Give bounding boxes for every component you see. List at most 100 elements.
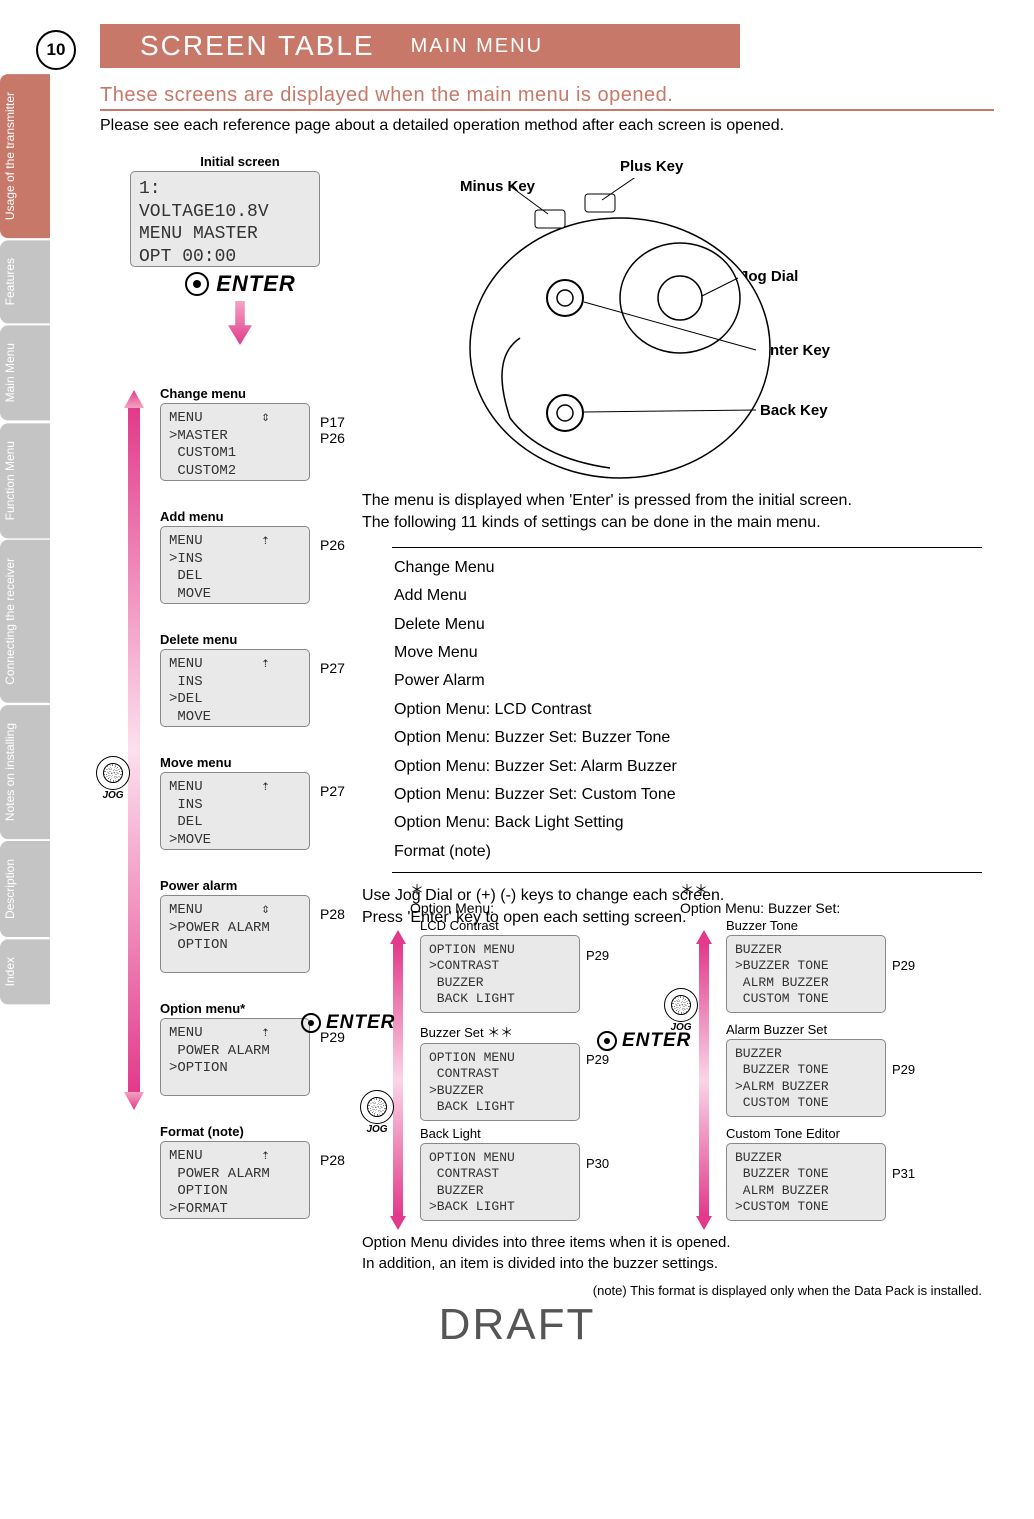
lcd-initial: 1: VOLTAGE10.8V MENU MASTER OPT 00:00 [130,171,320,267]
label: Custom Tone Editor [726,1126,886,1141]
ref: P29 [586,1052,609,1067]
ref: P17 P26 [320,414,345,446]
jog-icon-opt1: JOG [360,1090,394,1135]
section-subtitle: These screens are displayed when the mai… [100,84,994,111]
setting-item: Option Menu: Back Light Setting [392,809,982,837]
lcd: MENU ⇡ >INS DEL MOVE [160,526,310,604]
menu-screen-change: Change menu MENU ⇕ >MASTER CUSTOM1 CUSTO… [160,386,310,481]
header-bar: SCREEN TABLE MAIN MENU [100,24,740,68]
tab-function-menu[interactable]: Function Menu [0,423,50,538]
label: Option menu* [160,1001,310,1016]
label: Change menu [160,386,310,401]
setting-item: Move Menu [392,639,982,667]
draft-watermark: DRAFT [0,1300,1034,1350]
tab-notes[interactable]: Notes on installing [0,705,50,839]
tab-features[interactable]: Features [0,240,50,323]
lcd: MENU ⇡ INS >DEL MOVE [160,649,310,727]
lcd: MENU ⇕ >POWER ALARM OPTION [160,895,310,973]
setting-item: Delete Menu [392,611,982,639]
menu-screens-list: Change menu MENU ⇕ >MASTER CUSTOM1 CUSTO… [160,380,310,1247]
opt-buzzer-tone: Buzzer Tone BUZZER >BUZZER TONE ALRM BUZ… [726,918,886,1013]
jog-label: JOG [360,1124,394,1135]
lcd: OPTION MENU CONTRAST >BUZZER BACK LIGHT [420,1043,580,1121]
intro-block: These screens are displayed when the mai… [100,84,994,135]
menu-screen-delete: Delete menu MENU ⇡ INS >DEL MOVE P27 [160,632,310,727]
menu-screen-add: Add menu MENU ⇡ >INS DEL MOVE P26 [160,509,310,604]
opt-lcd-contrast: LCD Contrast OPTION MENU >CONTRAST BUZZE… [420,918,580,1013]
ref: P31 [892,1166,915,1181]
label: Delete menu [160,632,310,647]
enter-label: ENTER [216,271,296,297]
tab-usage[interactable]: Usage of the transmitter [0,74,50,238]
tab-connecting[interactable]: Connecting the receiver [0,540,50,703]
ref: P27 [320,660,345,676]
ref: P27 [320,783,345,799]
arrow-down-icon [228,301,252,345]
lcd: OPTION MENU >CONTRAST BUZZER BACK LIGHT [420,935,580,1013]
setting-item: Change Menu [392,554,982,582]
scroll-arrow-opt1 [390,930,406,1230]
ref: P30 [586,1156,609,1171]
explanation-block: The menu is displayed when 'Enter' is pr… [362,490,982,930]
jog-icon-left: JOG [96,756,130,801]
ref: P29 [892,1062,915,1077]
label: LCD Contrast [420,918,580,933]
header-subtitle: MAIN MENU [411,35,543,58]
ref: P28 [320,1152,345,1168]
tab-main-menu[interactable]: Main Menu [0,325,50,420]
setting-item: Format (note) [392,838,982,866]
label: Move menu [160,755,310,770]
label: Back Light [420,1126,580,1141]
lcd: MENU ⇡ INS DEL >MOVE [160,772,310,850]
tab-index[interactable]: Index [0,939,50,1004]
settings-list: Change Menu Add Menu Delete Menu Move Me… [392,547,982,873]
explain-para1: The menu is displayed when 'Enter' is pr… [362,490,982,535]
jog-label: JOG [96,790,130,801]
enter-key-icon [184,271,210,297]
tiny-note: (note) This format is displayed only whe… [362,1282,982,1300]
label: Buzzer Set ＊＊ [420,1022,580,1041]
ref: P29 [586,948,609,963]
menu-screen-option: Option menu* MENU ⇡ POWER ALARM >OPTION … [160,1001,310,1096]
opt-head-1: ＊ Option Menu: [410,880,494,916]
sidebar-tabs: Usage of the transmitter Features Main M… [0,74,50,1006]
setting-item: Power Alarm [392,667,982,695]
setting-item: Option Menu: LCD Contrast [392,696,982,724]
lcd: MENU ⇡ POWER ALARM OPTION >FORMAT [160,1141,310,1219]
tab-description[interactable]: Description [0,841,50,937]
label: Buzzer Tone [726,918,886,933]
ref: P26 [320,537,345,553]
lcd: OPTION MENU CONTRAST BUZZER >BACK LIGHT [420,1143,580,1221]
initial-screen-label: Initial screen [120,154,360,169]
lcd: BUZZER BUZZER TONE ALRM BUZZER >CUSTOM T… [726,1143,886,1221]
enter-prompt-left: ENTER [300,1012,395,1034]
ref: P28 [320,906,345,922]
device-svg [440,178,880,498]
opt-head-2: ＊＊ Option Menu: Buzzer Set: [680,880,840,916]
label: Power alarm [160,878,310,893]
intro-text: Please see each reference page about a d… [100,117,994,135]
enter-label: ENTER [326,1012,395,1034]
enter-label: ENTER [622,1030,691,1052]
jog-label: JOG [664,1022,698,1033]
opt-buzzer-set: Buzzer Set ＊＊ OPTION MENU CONTRAST >BUZZ… [420,1022,580,1121]
label-plus-key: Plus Key [620,158,683,175]
footer-block: Option Menu divides into three items whe… [362,1232,982,1300]
footer-para: Option Menu divides into three items whe… [362,1232,982,1274]
setting-item: Add Menu [392,582,982,610]
setting-item: Option Menu: Buzzer Set: Alarm Buzzer [392,753,982,781]
menu-screen-format: Format (note) MENU ⇡ POWER ALARM OPTION … [160,1124,310,1219]
menu-screen-power: Power alarm MENU ⇕ >POWER ALARM OPTION P… [160,878,310,973]
jog-icon-opt2: JOG [664,988,698,1033]
scroll-arrow-opt2 [696,930,712,1230]
setting-item: Option Menu: Buzzer Set: Custom Tone [392,781,982,809]
setting-item: Option Menu: Buzzer Set: Buzzer Tone [392,724,982,752]
enter-key-icon [596,1030,618,1052]
enter-prompt-1: ENTER [120,271,360,297]
opt-back-light: Back Light OPTION MENU CONTRAST BUZZER >… [420,1126,580,1221]
scroll-arrow-left [118,390,144,1110]
header-title: SCREEN TABLE [140,30,375,62]
enter-prompt-opt: ENTER [596,1030,691,1052]
label: Alarm Buzzer Set [726,1022,886,1037]
lcd: MENU ⇕ >MASTER CUSTOM1 CUSTOM2 [160,403,310,481]
